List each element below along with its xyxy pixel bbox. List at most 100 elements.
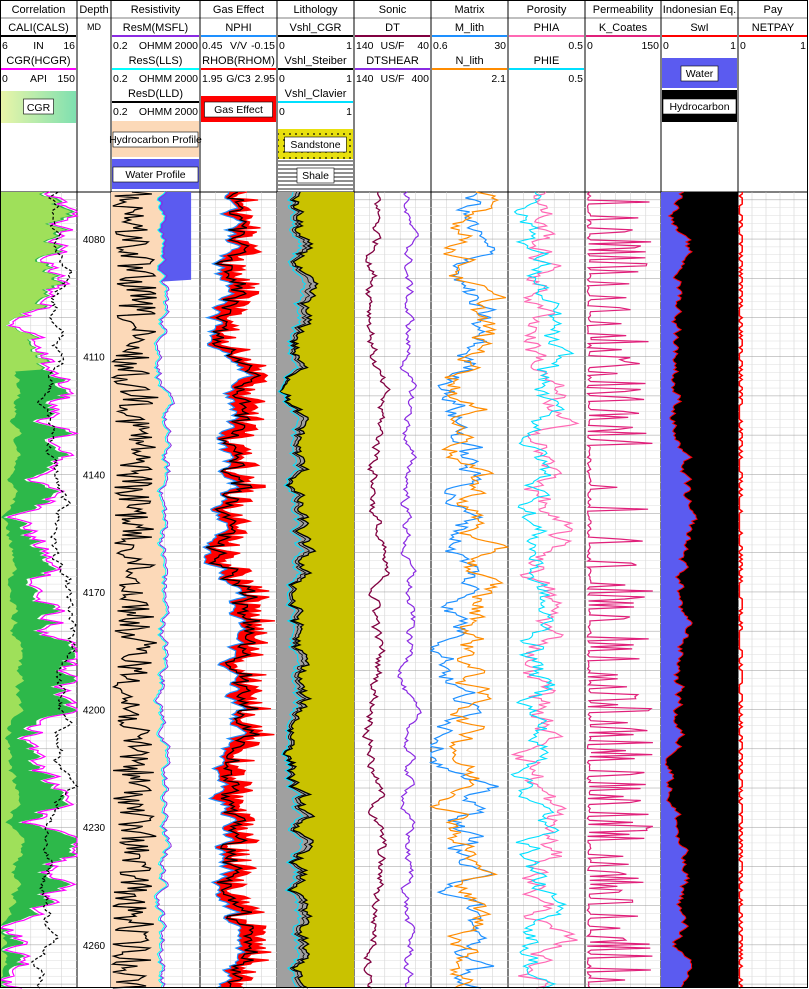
scale-unit: V/V [230, 40, 247, 52]
curve-name: RHOB(RHOM) [202, 55, 275, 67]
track-title: Matrix [455, 4, 485, 16]
scale-max: 1 [346, 106, 352, 118]
depth-tick-label: 4200 [83, 706, 106, 717]
scale-min: 140 [356, 40, 374, 52]
depth-axis: 4080 4110 4140 4170 4200 4230 4260 [83, 235, 106, 952]
scale-max: 16 [63, 40, 75, 52]
scale-max: 400 [411, 73, 429, 85]
curve-name: PHIE [534, 55, 560, 67]
legend-label-box [680, 65, 719, 82]
track-title: Resistivity [131, 4, 181, 16]
depth-tick-label: 4140 [83, 470, 106, 481]
legend-sandstone: Sandstone [278, 129, 353, 159]
vshl-cgr-curve [278, 191, 319, 989]
vshl-steiber-curve [278, 191, 313, 989]
curve-name: DTSHEAR [366, 55, 419, 67]
legend-label-box [23, 98, 54, 115]
legend-label-box [204, 101, 273, 118]
track-header-7: Porosity PHIA 0.5 PHIE 0.5 [507, 0, 585, 988]
scale-min: 0.2 [113, 73, 128, 85]
scale-max: 2000 [175, 73, 199, 85]
track-title: Gas Effect [213, 4, 264, 16]
scale-min: 1.95 [202, 73, 223, 85]
scale-max: 2000 [175, 106, 199, 118]
dt-curve [361, 191, 391, 989]
scale-min: 0 [2, 73, 8, 85]
curve-name: M_lith [455, 22, 484, 34]
scale-unit: G/C3 [226, 73, 251, 85]
track-header-6: Matrix M_lith 0.6 30 N_lith 2.1 [430, 0, 508, 988]
water-profile-fill [153, 192, 192, 988]
scale-max: 0.5 [568, 40, 583, 52]
track-header-0: Correlation CALI(CALS)6 IN 16 CGR(HCGR) 0 API 1… [0, 0, 77, 988]
legend-label-box [296, 167, 335, 184]
curve-name: DT [385, 22, 400, 34]
netpay-curve [738, 192, 744, 989]
grid-track-5 [354, 192, 431, 988]
track-title: Lithology [293, 4, 338, 16]
track-title: Pay [764, 4, 783, 16]
legend-label: Sandstone [290, 139, 340, 151]
scale-max: 150 [641, 40, 659, 52]
legend-cgr-label: CGR [27, 102, 51, 114]
k-coates-curve [585, 191, 653, 989]
scale-unit: OHMM [139, 106, 172, 118]
scale-unit: API [30, 73, 47, 85]
scale-max: 0.5 [568, 73, 583, 85]
scale-min: 0.45 [202, 40, 223, 52]
track-title: Sonic [379, 4, 407, 16]
scale-min: 0.6 [433, 40, 448, 52]
track-header-5: Sonic DT 140 US/F 40 DTSHEAR 140 US/F 400 [353, 0, 431, 988]
scale-unit: OHMM [139, 40, 172, 52]
msfl-curve [154, 191, 176, 989]
gas-black-curve [206, 191, 262, 989]
m-lith-curve [428, 191, 499, 989]
track-bodies [0, 191, 808, 989]
scale-min: 0 [279, 40, 285, 52]
grid-track-7 [508, 192, 585, 988]
track-title: Permeability [593, 4, 654, 16]
n-lith-curve [429, 191, 510, 989]
scale-min: 0 [279, 73, 285, 85]
scale-max: 1 [800, 40, 806, 52]
grid-track-10 [738, 192, 808, 988]
scale-min: 0 [279, 106, 285, 118]
scale-min: 0.2 [113, 106, 128, 118]
legend-water-profile: Water Profile [112, 159, 199, 189]
scale-unit: IN [33, 40, 44, 52]
curve-name: K_Coates [599, 22, 648, 34]
legend-label-box [112, 166, 199, 183]
scale-max: 40 [417, 40, 429, 52]
curve-name: SwI [690, 22, 708, 34]
depth-tick-label: 4170 [83, 588, 106, 599]
depth-tick-label: 4260 [83, 941, 106, 952]
scale-unit: US/F [381, 40, 405, 52]
scale-min: 140 [356, 73, 374, 85]
legend-label-box [662, 98, 737, 115]
hydrocarbon-fill [665, 192, 738, 988]
curve-name: ResS(LLS) [129, 55, 183, 67]
grid-track-6 [431, 192, 508, 988]
track-header-10: Pay NETPAY 0 1 [737, 0, 808, 988]
legend-shale: Shale [278, 160, 353, 190]
legend-label-box [112, 131, 199, 148]
scale-max: 30 [494, 40, 506, 52]
curve-name: Vshl_CGR [290, 22, 342, 34]
dtshear-curve [397, 191, 422, 988]
scale-min: 0.2 [113, 40, 128, 52]
scale-min: 0 [740, 40, 746, 52]
lls-curve [152, 191, 174, 989]
track-header-1: Depth MD [76, 0, 111, 988]
cali-curve [30, 191, 79, 989]
scale-max: 2.1 [491, 73, 506, 85]
scale-max: 2000 [175, 40, 199, 52]
shale-fill [277, 192, 318, 988]
cgr-fill-light [0, 192, 72, 988]
scale-max: 150 [57, 73, 75, 85]
scale-max: 1 [346, 73, 352, 85]
phie-curve [510, 191, 575, 989]
